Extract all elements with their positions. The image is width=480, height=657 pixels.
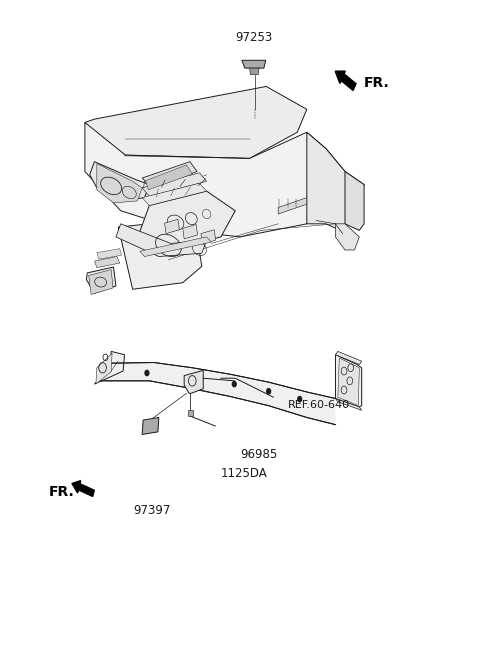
Text: 97253: 97253 (236, 31, 273, 44)
Polygon shape (142, 417, 159, 434)
Polygon shape (338, 358, 360, 406)
Polygon shape (140, 237, 211, 256)
Polygon shape (118, 224, 202, 289)
Polygon shape (201, 230, 216, 244)
Polygon shape (85, 122, 345, 237)
Text: FR.: FR. (364, 76, 390, 90)
Polygon shape (188, 409, 193, 416)
Polygon shape (116, 224, 206, 256)
Text: 96985: 96985 (240, 447, 277, 461)
Polygon shape (97, 363, 336, 424)
Polygon shape (278, 198, 307, 214)
FancyArrow shape (72, 481, 94, 497)
Circle shape (145, 371, 149, 376)
Polygon shape (95, 256, 120, 267)
Polygon shape (165, 219, 180, 234)
Polygon shape (142, 173, 206, 196)
Polygon shape (96, 353, 112, 384)
Polygon shape (345, 171, 364, 231)
Polygon shape (140, 191, 235, 251)
Polygon shape (142, 162, 197, 188)
FancyArrow shape (335, 71, 356, 91)
Text: 97397: 97397 (133, 504, 170, 517)
Polygon shape (250, 68, 259, 75)
Polygon shape (336, 399, 362, 410)
Polygon shape (336, 355, 362, 407)
Text: 1125DA: 1125DA (221, 467, 268, 480)
Polygon shape (336, 224, 360, 250)
Polygon shape (97, 164, 142, 203)
Polygon shape (142, 183, 206, 206)
Text: REF.60-640: REF.60-640 (288, 400, 350, 410)
Polygon shape (97, 249, 121, 259)
Circle shape (298, 397, 301, 402)
Polygon shape (307, 132, 364, 231)
Polygon shape (183, 225, 198, 239)
Polygon shape (86, 267, 116, 293)
Polygon shape (85, 87, 307, 158)
Polygon shape (145, 165, 192, 190)
Polygon shape (184, 371, 203, 394)
Circle shape (267, 389, 271, 394)
Polygon shape (90, 162, 149, 201)
Circle shape (232, 382, 236, 387)
Polygon shape (242, 60, 266, 68)
Polygon shape (336, 351, 362, 365)
Text: FR.: FR. (49, 485, 75, 499)
Circle shape (195, 375, 199, 380)
Polygon shape (89, 269, 113, 294)
Polygon shape (95, 351, 124, 384)
